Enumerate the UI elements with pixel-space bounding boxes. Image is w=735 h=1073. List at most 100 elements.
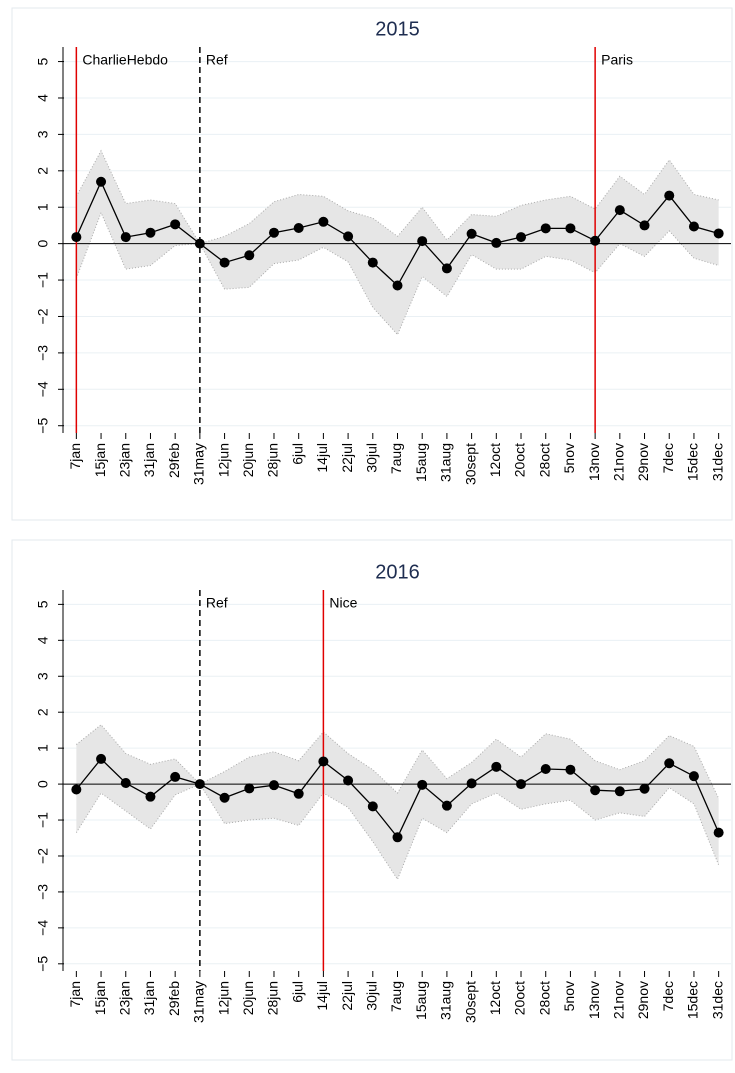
- chart-title: 2015: [375, 18, 420, 40]
- y-tick-label: 5: [35, 57, 51, 65]
- estimate-point: [170, 219, 181, 230]
- estimate-point: [244, 250, 255, 261]
- x-tick-label: 15aug: [413, 981, 429, 1020]
- event-label: Paris: [601, 52, 633, 68]
- estimate-point: [516, 232, 527, 243]
- x-tick-label: 7dec: [660, 443, 676, 473]
- y-tick-label: −5: [35, 956, 51, 972]
- y-tick-label: 3: [35, 130, 51, 138]
- x-tick-label: 30jul: [363, 981, 379, 1011]
- y-tick-label: 0: [35, 240, 51, 248]
- x-tick-label: 7dec: [660, 981, 676, 1011]
- estimate-point: [614, 786, 625, 797]
- x-tick-label: 12jun: [215, 443, 231, 477]
- x-tick-label: 30jul: [363, 443, 379, 473]
- x-tick-label: 22jul: [339, 981, 355, 1011]
- x-tick-label: 30sept: [462, 981, 478, 1023]
- estimate-point: [516, 779, 527, 790]
- x-tick-label: 21nov: [611, 443, 627, 481]
- x-tick-label: 31may: [191, 981, 207, 1023]
- estimate-point: [367, 801, 378, 812]
- estimate-point: [367, 257, 378, 268]
- x-tick-label: 15dec: [685, 981, 701, 1019]
- x-tick-label: 12jun: [215, 981, 231, 1015]
- estimate-point: [614, 205, 625, 216]
- estimate-point: [343, 231, 354, 242]
- event-label: CharlieHebdo: [82, 52, 168, 68]
- x-tick-label: 31aug: [438, 981, 454, 1020]
- estimate-point: [343, 775, 354, 786]
- x-tick-label: 21nov: [611, 981, 627, 1019]
- estimate-point: [194, 779, 205, 790]
- estimate-point: [268, 780, 279, 791]
- chart-title: 2016: [375, 561, 420, 583]
- x-tick-label: 29nov: [635, 443, 651, 481]
- x-tick-label: 23jan: [116, 443, 132, 477]
- x-tick-label: 22jul: [339, 443, 355, 473]
- ci-band: [76, 724, 719, 880]
- estimate-point: [466, 228, 477, 239]
- x-tick-label: 30sept: [462, 443, 478, 485]
- x-tick-label: 31jan: [141, 981, 157, 1015]
- x-tick-label: 14jul: [314, 981, 330, 1011]
- x-tick-label: 20jun: [240, 443, 256, 477]
- estimate-point: [194, 238, 205, 249]
- estimate-point: [688, 221, 699, 232]
- x-tick-label: 28oct: [536, 981, 552, 1015]
- estimate-point: [318, 756, 329, 767]
- y-tick-label: 3: [35, 672, 51, 680]
- estimate-point: [540, 223, 551, 234]
- x-tick-label: 7jan: [67, 443, 83, 469]
- estimate-point: [268, 227, 279, 238]
- estimate-point: [540, 763, 551, 774]
- estimate-point: [120, 232, 131, 243]
- estimate-point: [318, 216, 329, 227]
- x-tick-label: 12oct: [487, 443, 503, 477]
- x-tick-label: 13nov: [586, 443, 602, 481]
- x-tick-label: 7jan: [67, 981, 83, 1007]
- x-tick-label: 15jan: [92, 443, 108, 477]
- y-tick-label: −1: [35, 272, 51, 288]
- ci-upper: [76, 724, 720, 799]
- y-tick-label: 0: [35, 780, 51, 788]
- x-tick-label: 20oct: [512, 443, 528, 477]
- x-tick-label: 31aug: [438, 443, 454, 482]
- estimate-point: [392, 832, 403, 843]
- estimate-point: [713, 228, 724, 239]
- estimate-point: [441, 800, 452, 811]
- y-tick-label: 2: [35, 167, 51, 175]
- estimate-point: [293, 222, 304, 233]
- y-tick-label: −5: [35, 418, 51, 434]
- x-tick-label: 23jan: [116, 981, 132, 1015]
- estimate-point: [565, 223, 576, 234]
- y-tick-label: 2: [35, 708, 51, 716]
- estimate-point: [590, 235, 601, 246]
- estimate-point: [392, 280, 403, 291]
- estimate-point: [120, 778, 131, 789]
- y-tick-label: −1: [35, 812, 51, 828]
- estimate-point: [219, 792, 230, 803]
- x-tick-label: 13nov: [586, 981, 602, 1019]
- x-tick-label: 20oct: [512, 981, 528, 1015]
- estimate-point: [71, 232, 82, 243]
- event-label: Nice: [329, 595, 357, 611]
- x-tick-label: 12oct: [487, 981, 503, 1015]
- estimate-point: [417, 236, 428, 247]
- x-tick-label: 31may: [191, 443, 207, 485]
- estimate-point: [441, 263, 452, 274]
- x-tick-label: 6jul: [289, 443, 305, 465]
- estimate-point: [713, 827, 724, 838]
- estimate-point: [639, 220, 650, 231]
- x-tick-label: 31dec: [709, 443, 725, 481]
- x-tick-label: 7aug: [388, 981, 404, 1012]
- estimate-point: [664, 758, 675, 769]
- estimate-point: [293, 788, 304, 799]
- ci-band: [76, 150, 719, 335]
- panel: 2015 −5 −4 −3 −2 −1 0 1 2 3 4 5 CharlieHebdo Ref Paris…: [11, 7, 733, 521]
- estimate-point: [491, 761, 502, 772]
- estimate-point: [219, 257, 230, 268]
- estimate-point: [170, 771, 181, 782]
- y-tick-label: 4: [35, 636, 51, 644]
- estimate-point: [590, 785, 601, 796]
